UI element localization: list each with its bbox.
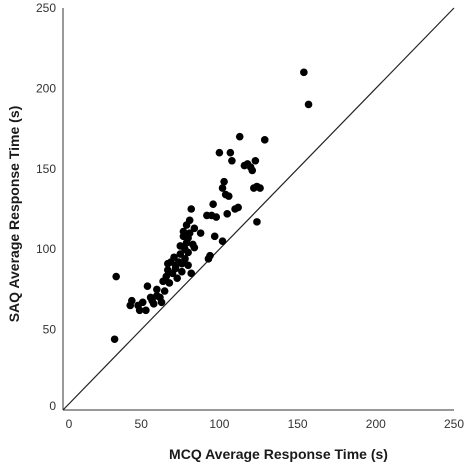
data-point (260, 136, 269, 144)
x-tick-label: 50 (135, 417, 149, 431)
data-point (112, 272, 120, 281)
x-tick-label: 100 (209, 417, 229, 431)
data-points (110, 68, 313, 344)
x-tick-label: 150 (288, 417, 308, 431)
y-tick-label: 0 (49, 399, 56, 413)
data-point (170, 253, 178, 262)
data-point (215, 148, 224, 157)
data-point (185, 229, 194, 237)
data-point (256, 184, 264, 192)
data-point (138, 298, 147, 307)
data-point (190, 243, 199, 252)
x-tick-label: 200 (366, 417, 386, 431)
y-tick-label: 150 (36, 162, 56, 176)
data-point (209, 200, 217, 208)
y-axis-ticks: 0 50 100 150 200 250 (36, 1, 56, 413)
data-point (165, 279, 174, 287)
data-point (184, 261, 192, 270)
y-tick-label: 250 (36, 1, 56, 15)
data-point (218, 237, 227, 245)
data-point (142, 306, 150, 315)
data-point (135, 306, 144, 315)
data-point (157, 298, 166, 307)
data-point (160, 287, 169, 295)
data-point (187, 205, 196, 213)
data-point (228, 156, 236, 165)
data-point (187, 269, 196, 278)
data-point (173, 274, 181, 282)
data-point (178, 267, 186, 276)
data-point (234, 203, 242, 212)
data-point (190, 224, 199, 233)
axes (62, 8, 454, 411)
data-point (224, 192, 233, 200)
data-point (248, 166, 257, 175)
data-point (176, 250, 185, 258)
data-point (235, 132, 244, 141)
identity-reference-line (62, 7, 455, 411)
x-axis-title: MCQ Average Response Time (s) (169, 446, 388, 462)
data-point (212, 213, 221, 221)
data-point (206, 251, 214, 260)
y-axis-title: SAQ Average Response Time (s) (6, 106, 22, 323)
x-tick-label: 0 (66, 417, 73, 431)
data-point (251, 156, 260, 165)
x-tick-label: 250 (444, 417, 464, 431)
data-point (149, 300, 158, 308)
data-point (143, 282, 152, 290)
data-point (218, 184, 227, 192)
data-point (223, 210, 232, 218)
data-point (179, 227, 188, 236)
data-point (110, 335, 119, 344)
y-tick-label: 200 (36, 81, 56, 95)
data-point (220, 177, 228, 186)
y-tick-label: 100 (36, 242, 56, 256)
data-point (210, 232, 219, 241)
data-point (181, 255, 189, 263)
data-point (185, 216, 194, 225)
y-tick-label: 50 (43, 323, 57, 337)
data-point (196, 229, 205, 237)
data-point (300, 68, 308, 77)
x-axis-ticks: 0 50 100 150 200 250 (66, 417, 465, 431)
data-point (304, 100, 313, 109)
data-point (226, 148, 235, 157)
data-point (128, 296, 136, 305)
data-point (162, 272, 171, 281)
data-point (253, 218, 261, 226)
data-point (184, 248, 192, 257)
data-point (153, 285, 161, 294)
